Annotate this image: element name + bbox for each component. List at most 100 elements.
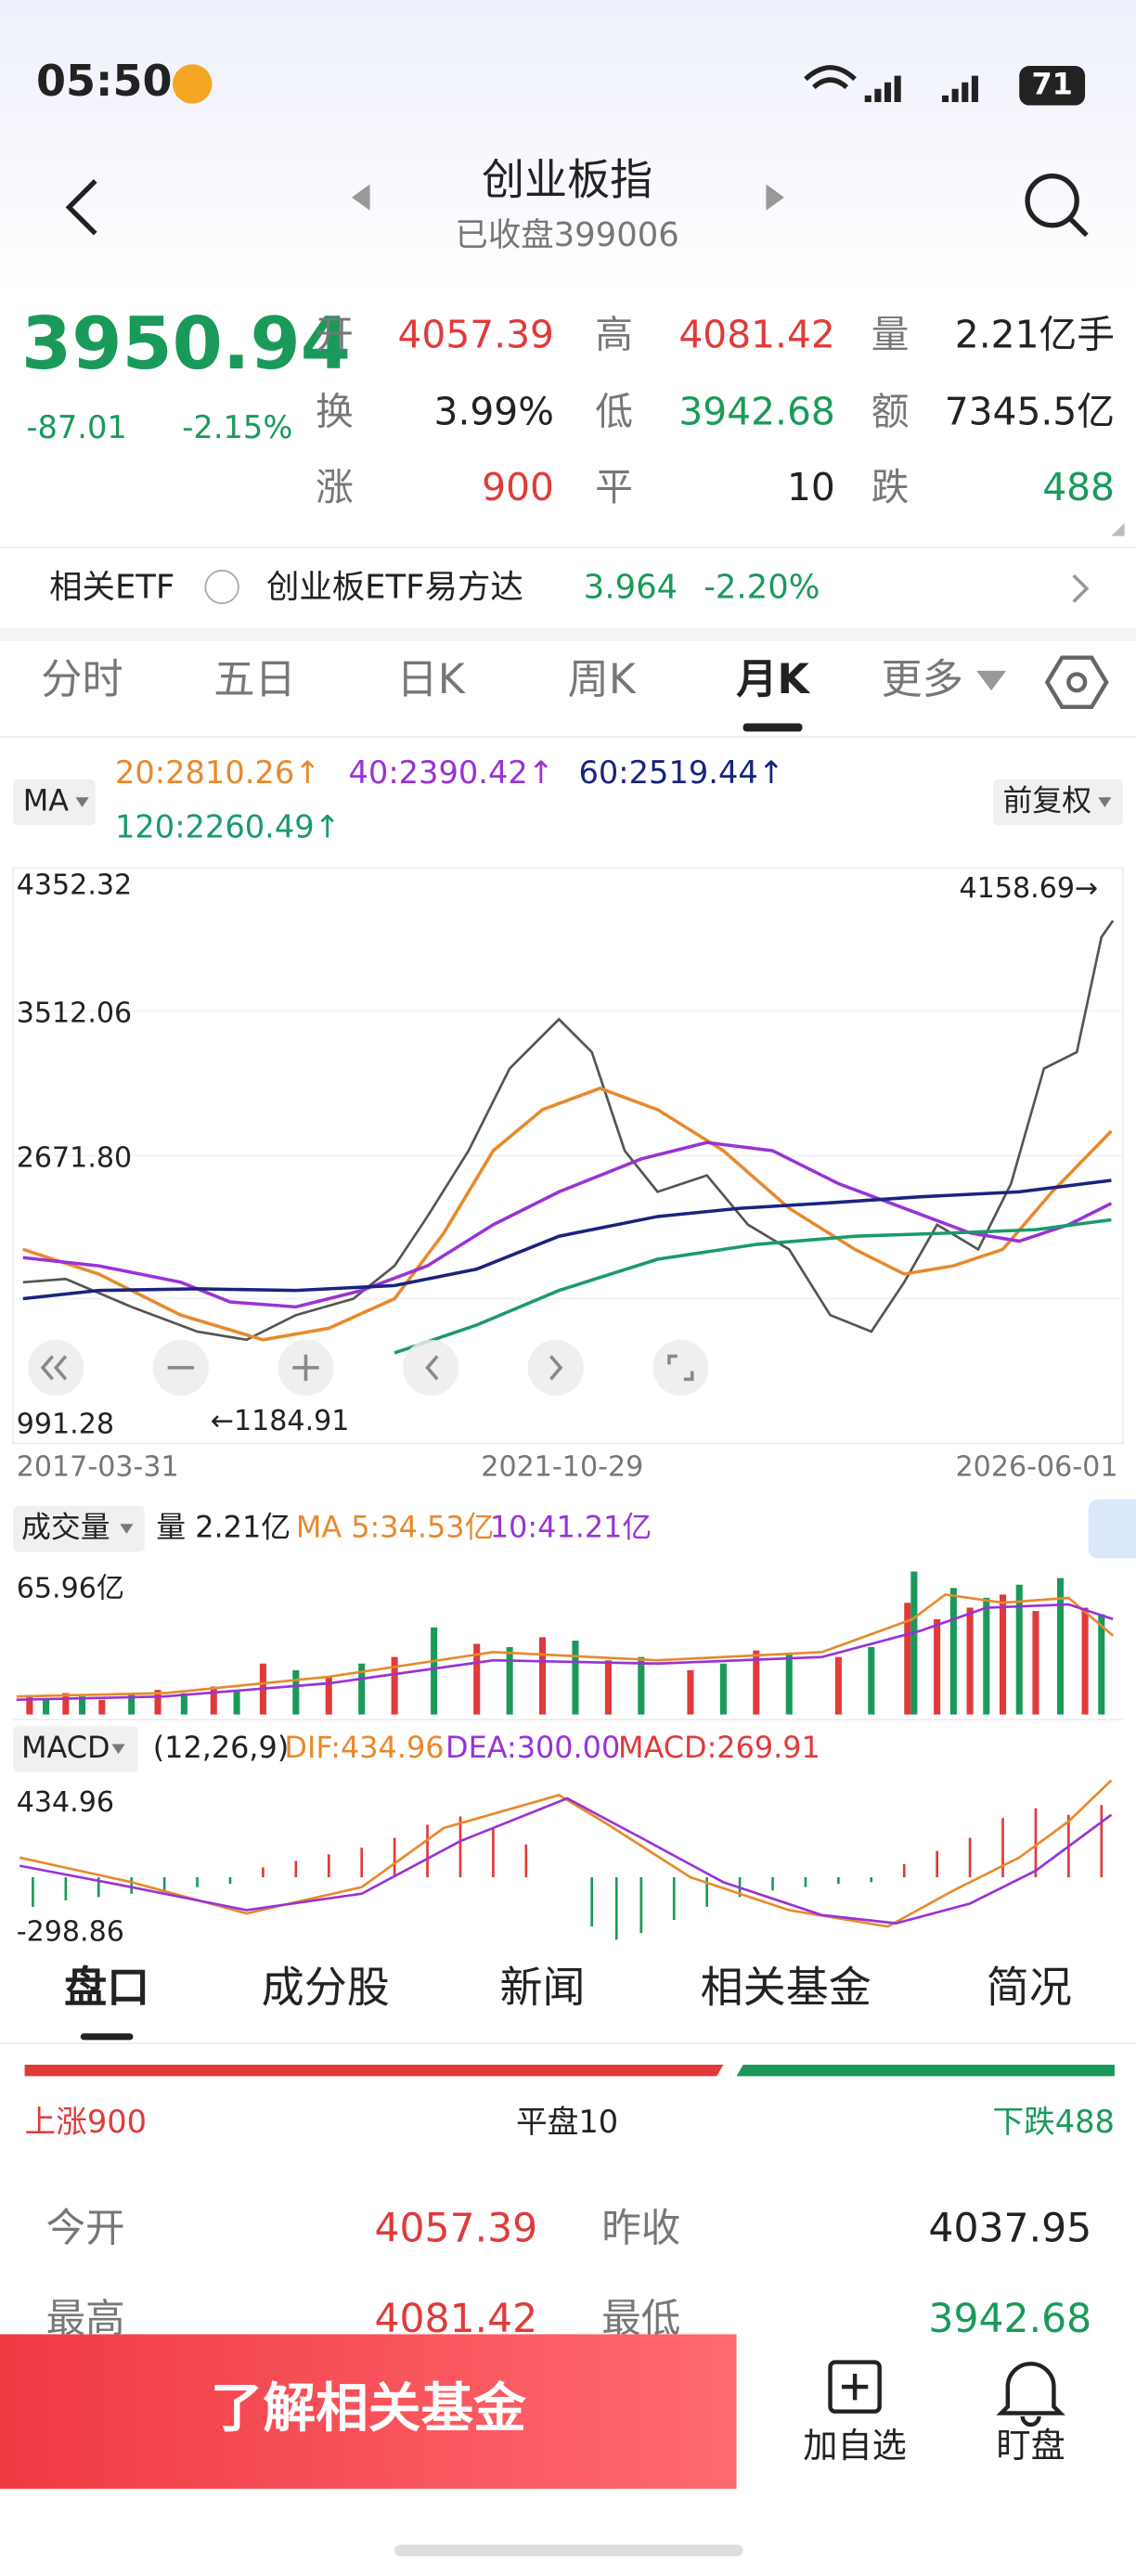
tab[interactable]: 五日 — [213, 656, 296, 703]
low-label: ←1184.91 — [211, 1405, 350, 1437]
volume-selector[interactable] — [13, 1505, 145, 1552]
info-icon — [204, 569, 239, 605]
details: 今开 4057.39 昨收 4037.95 最高 4081.42 最低 3942… — [46, 2206, 1092, 2341]
battery-level: 71 — [1031, 66, 1072, 101]
control[interactable] — [652, 1339, 709, 1397]
header-bg — [0, 0, 1136, 296]
volume-max: 65.96亿 — [17, 1573, 124, 1605]
tab[interactable]: 分时 — [41, 656, 123, 703]
bell-icon[interactable] — [996, 2362, 1065, 2428]
dropdown-arrow — [976, 670, 1007, 691]
ma120: 120:2260.49↑ — [115, 808, 341, 844]
fund-button[interactable] — [0, 2334, 737, 2489]
chart-tabs: 分时 五日 日K 周K 月K 更多 — [41, 656, 963, 703]
stat-value: 4057.39 — [397, 312, 553, 356]
tab[interactable]: 新闻 — [499, 1963, 585, 2013]
next-index[interactable] — [766, 184, 784, 211]
tab[interactable]: 相关基金 — [701, 1963, 871, 2013]
breadth-up: 上涨900 — [25, 2104, 148, 2140]
high-label: 4158.69→ — [960, 872, 1099, 905]
ma40-line — [22, 1140, 1113, 1309]
etf-name: 创业板ETF易方达 — [266, 568, 523, 606]
ma-selector[interactable] — [13, 779, 96, 826]
detail-label: 昨收 — [601, 2206, 680, 2251]
date-label: 2026-06-01 — [956, 1450, 1118, 1483]
tab-active[interactable]: 盘口 — [64, 1963, 149, 2013]
macd-params: (12,26,9) — [153, 1730, 290, 1765]
etf-label: 相关ETF — [49, 568, 174, 606]
stat-value: 488 — [1042, 465, 1115, 509]
back-button[interactable] — [65, 179, 97, 236]
clock: 05:50 — [36, 56, 173, 106]
stat-label: 高 — [595, 312, 633, 356]
detail-label: 今开 — [46, 2206, 125, 2251]
macd-max: 434.96 — [17, 1786, 114, 1819]
macd-label: MACD — [21, 1730, 110, 1765]
volume-label: 成交量 — [21, 1510, 110, 1545]
volume-ma5-line — [16, 1592, 1115, 1698]
page-title: 创业板指 — [482, 154, 652, 204]
etf-change: -2.20% — [704, 568, 820, 606]
volume-bars-down — [43, 1571, 1105, 1715]
prev-index[interactable] — [352, 184, 370, 211]
price-label: 2671.80 — [17, 1141, 133, 1174]
signal-icon — [864, 75, 978, 102]
ma20-line — [22, 1086, 1113, 1342]
expand-corner[interactable] — [1111, 522, 1125, 536]
ma120-line — [394, 1217, 1112, 1355]
change-pct: -2.15% — [182, 409, 292, 445]
watch-label[interactable]: 加自选 — [803, 2425, 907, 2466]
tab-underline — [80, 2033, 134, 2041]
change: -87.01 — [26, 409, 126, 445]
spacer — [0, 627, 1136, 641]
bottom-tabs: 盘口 成分股 新闻 相关基金 简况 — [64, 1963, 1072, 2013]
control[interactable] — [527, 1339, 584, 1397]
tab-underline — [742, 723, 803, 732]
dropdown-arrow — [75, 797, 89, 807]
adjust-label: 前复权 — [1003, 783, 1092, 818]
breadth-down: 下跌488 — [992, 2104, 1115, 2140]
battery — [1019, 66, 1086, 106]
volume-ma10-line — [16, 1603, 1114, 1702]
macd-dea: DEA:300.00 — [445, 1730, 620, 1765]
stat-label: 开 — [316, 312, 354, 356]
search-button[interactable] — [1025, 174, 1079, 228]
tab[interactable]: 简况 — [987, 1963, 1072, 2013]
stat-label: 跌 — [871, 465, 910, 509]
macd-dea-line — [19, 1797, 1113, 1925]
tab[interactable]: 更多 — [881, 656, 963, 703]
stat-value: 3.99% — [434, 390, 554, 434]
etf-row[interactable]: 相关ETF 创业板ETF易方达 3.964 -2.20% — [49, 568, 1090, 606]
ma60-line — [22, 1179, 1112, 1301]
tab-active[interactable]: 月K — [736, 656, 810, 703]
page-subtitle: 已收盘399006 — [455, 216, 678, 254]
macd-selector[interactable] — [13, 1726, 138, 1772]
volume-ma5: MA 5:34.53亿 — [296, 1510, 495, 1545]
macd-value: MACD:269.91 — [618, 1730, 820, 1765]
control[interactable] — [402, 1339, 459, 1397]
tab[interactable]: 周K — [568, 656, 637, 703]
detail-value: 4057.39 — [374, 2206, 537, 2251]
dropdown-arrow — [120, 1524, 134, 1534]
stat-value: 2.21亿手 — [955, 312, 1115, 356]
stat-label: 量 — [871, 312, 910, 356]
macd-dif-line — [19, 1779, 1113, 1928]
chevron — [1072, 573, 1090, 603]
price-line — [22, 920, 1115, 1342]
side-tab[interactable] — [1088, 1499, 1136, 1559]
watch-icon[interactable] — [828, 2360, 882, 2414]
monitor-label[interactable]: 盯盘 — [996, 2425, 1065, 2466]
tab[interactable]: 成分股 — [262, 1963, 390, 2013]
stat-value: 3942.68 — [678, 390, 834, 434]
date-label: 2017-03-31 — [17, 1450, 179, 1483]
ma20: 20:2810.26↑ — [115, 754, 320, 791]
adjust-selector[interactable] — [992, 779, 1123, 826]
tab[interactable]: 日K — [396, 656, 465, 703]
home-indicator — [394, 2544, 743, 2557]
stat-value: 10 — [787, 465, 835, 509]
date-label: 2021-10-29 — [481, 1450, 643, 1483]
stat-label: 涨 — [316, 465, 354, 509]
settings-button[interactable] — [1044, 655, 1109, 710]
price-label: 991.28 — [17, 1408, 114, 1440]
